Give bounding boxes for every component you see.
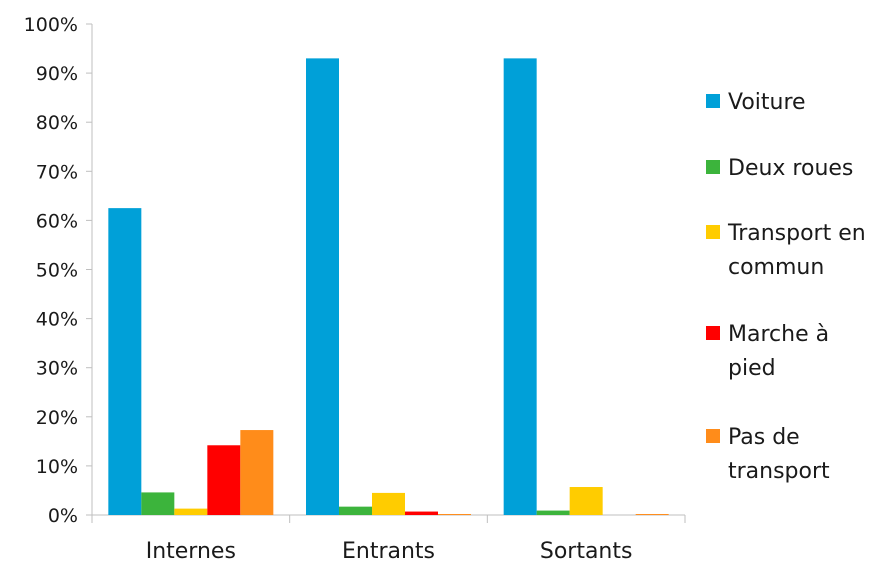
bar-transport-en-commun-sortants	[569, 487, 603, 515]
legend-entry-marche-pied: Marche à pied	[706, 322, 829, 381]
legend-label: Marche à pied	[728, 322, 829, 381]
y-tick-label: 60%	[36, 210, 78, 232]
bar-voiture-sortants	[503, 58, 537, 516]
y-tick-label: 0%	[48, 505, 78, 527]
legend-label: Deux roues	[728, 156, 853, 181]
x-tick-label: Internes	[146, 539, 236, 561]
legend-entry-pas-de-transport: Pas de transport	[706, 425, 830, 484]
legend-swatch	[706, 429, 720, 443]
legend-entry-deux-roues: Deux roues	[706, 156, 853, 181]
legend-swatch	[706, 225, 720, 239]
y-tick-label: 40%	[36, 309, 78, 331]
y-tick-label: 70%	[36, 161, 78, 183]
bar-marche-pied-entrants	[405, 511, 438, 515]
y-tick-label: 50%	[36, 260, 78, 282]
y-tick-label: 10%	[36, 456, 78, 478]
x-axis: Internes Entrants Sortants	[91, 514, 686, 561]
y-tick-label: 20%	[36, 407, 78, 429]
y-axis: 0% 10% 20% 30% 40% 50% 60% 70% 80% 90% 100%	[24, 14, 93, 527]
legend: Voiture Deux roues Transport en commun March…	[706, 90, 866, 484]
bar-voiture-internes	[108, 208, 142, 515]
bar-deux-roues-sortants	[536, 510, 570, 515]
bar-pas-de-transport-sortants	[635, 514, 669, 515]
legend-label: Transport en commun	[727, 221, 866, 280]
y-tick-label: 90%	[36, 63, 78, 85]
x-tick-label: Entrants	[342, 539, 435, 561]
bar-transport-en-commun-entrants	[372, 492, 405, 515]
bar-transport-en-commun-internes	[174, 508, 208, 515]
bar-voiture-entrants	[306, 58, 339, 516]
legend-swatch	[706, 160, 720, 174]
y-tick-label: 100%	[24, 14, 78, 36]
y-tick-label: 30%	[36, 358, 78, 380]
legend-entry-voiture: Voiture	[706, 90, 806, 115]
x-tick-label: Sortants	[540, 539, 633, 561]
bar-deux-roues-entrants	[339, 506, 372, 515]
legend-entry-transport-en-commun: Transport en commun	[706, 221, 866, 280]
bar-pas-de-transport-entrants	[438, 514, 471, 515]
bar-marche-pied-internes	[207, 445, 241, 515]
y-tick-label: 80%	[36, 112, 78, 134]
legend-label: Voiture	[728, 90, 806, 115]
legend-swatch	[706, 326, 720, 340]
bars	[108, 58, 669, 516]
legend-swatch	[706, 94, 720, 108]
bar-deux-roues-internes	[141, 492, 175, 515]
legend-label: Pas de transport	[728, 425, 830, 484]
bar-pas-de-transport-internes	[240, 430, 274, 515]
